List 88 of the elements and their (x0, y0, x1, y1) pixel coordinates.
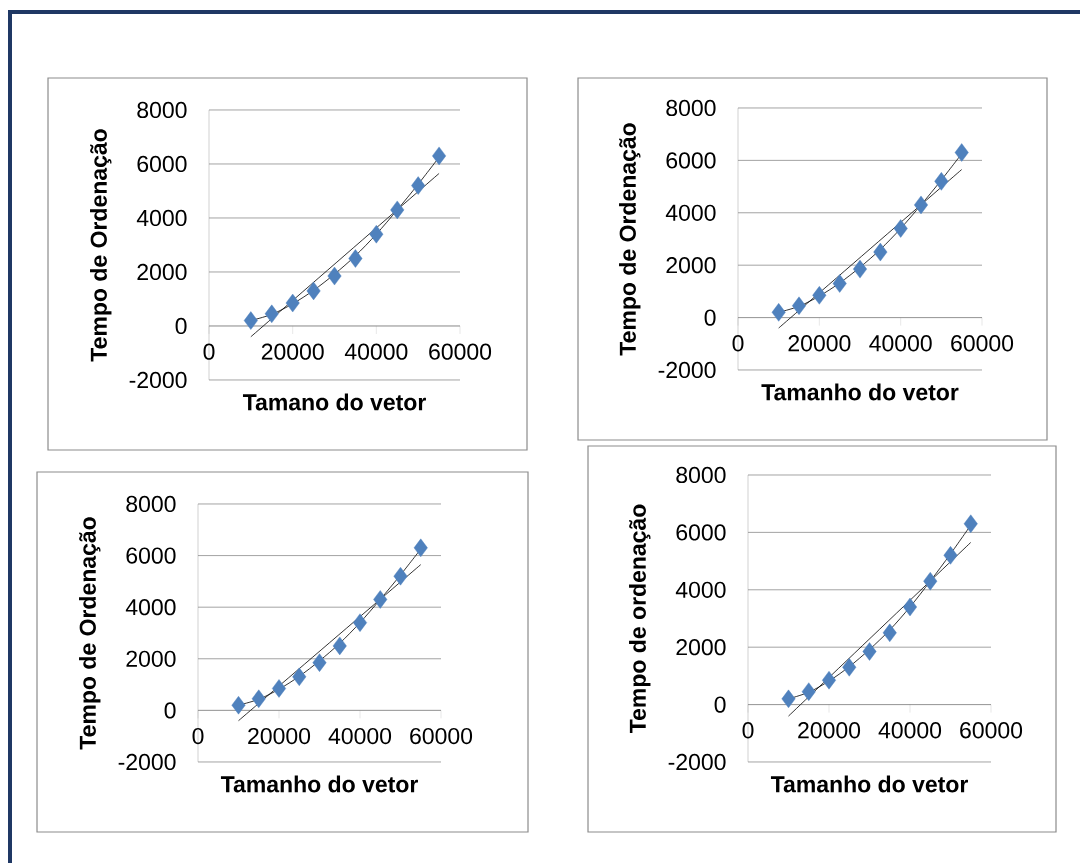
point (353, 613, 367, 632)
point (243, 311, 258, 330)
y-tick-label: 4000 (675, 581, 726, 598)
point (390, 200, 405, 220)
point (801, 682, 816, 701)
x-axis-title: Tamanho do vetor (761, 383, 959, 401)
y-tick-label: -2000 (668, 753, 726, 771)
point (923, 571, 938, 591)
point (781, 689, 796, 709)
point (893, 219, 908, 238)
point (792, 296, 806, 315)
y-axis-title: Tempo de ordenação (629, 504, 651, 734)
y-tick-label: 6000 (666, 152, 716, 169)
point (373, 590, 388, 609)
y-axis-title: Tempo de Ordenação (79, 517, 101, 750)
point (251, 689, 266, 708)
point (264, 304, 279, 324)
x-tick-label: 0 (732, 335, 744, 352)
y-tick-label: 0 (714, 696, 726, 713)
x-axis-title: Tamano do vetor (242, 393, 426, 411)
point (882, 623, 897, 643)
point (332, 636, 347, 656)
y-axis-title: Tempo de Ordenação (619, 123, 641, 356)
point (963, 514, 978, 533)
y-tick-label: 0 (164, 702, 176, 719)
y-tick-label: -2000 (129, 371, 187, 389)
point (822, 670, 836, 690)
y-tick-label: 2000 (676, 639, 726, 656)
point (285, 293, 300, 313)
y-tick-label: 0 (175, 317, 187, 335)
y-tick-label: 2000 (126, 650, 176, 667)
x-tick-label: 40000 (869, 335, 932, 352)
x-tick-label: 40000 (344, 343, 408, 360)
x-tick-label: 60000 (429, 343, 492, 360)
y-tick-label: 6000 (126, 547, 176, 564)
y-tick-label: 0 (704, 309, 716, 326)
point (771, 303, 786, 322)
y-tick-label: 8000 (666, 99, 716, 117)
x-axis-title: Tamanho do vetor (220, 775, 418, 793)
point (842, 658, 857, 677)
point (812, 286, 827, 305)
point (903, 597, 917, 617)
point (943, 546, 958, 565)
point (348, 249, 363, 268)
x-tick-label: 0 (192, 727, 204, 745)
y-tick-label: 2000 (137, 263, 187, 281)
y-tick-label: -2000 (658, 361, 716, 379)
point (306, 281, 321, 301)
point (832, 274, 847, 293)
point (862, 642, 877, 661)
point (231, 696, 246, 715)
point (411, 176, 426, 195)
y-tick-label: 6000 (137, 155, 187, 173)
x-tick-label: 0 (203, 343, 215, 360)
y-tick-label: 8000 (137, 101, 187, 119)
x-tick-label: 40000 (878, 722, 942, 739)
point (393, 567, 408, 586)
y-tick-label: 4000 (665, 204, 716, 221)
point (934, 172, 949, 191)
y-tick-label: 8000 (126, 495, 176, 513)
x-tick-label: 40000 (328, 727, 392, 745)
point (873, 242, 888, 262)
point (312, 653, 327, 672)
point (954, 143, 969, 162)
y-tick-label: 2000 (666, 257, 716, 274)
y-tick-label: 6000 (676, 524, 726, 541)
y-axis-title: Tempo de Ordenação (90, 129, 112, 362)
point (432, 146, 447, 166)
x-tick-label: 20000 (248, 727, 311, 745)
x-tick-label: 0 (742, 722, 754, 739)
x-axis-title: Tamanho do vetor (770, 775, 968, 793)
y-tick-label: 4000 (125, 599, 176, 616)
x-tick-label: 20000 (261, 343, 324, 360)
x-tick-label: 60000 (951, 335, 1014, 352)
point (853, 259, 867, 279)
point (272, 679, 286, 698)
point (292, 667, 307, 687)
x-tick-label: 60000 (410, 727, 473, 745)
y-tick-label: -2000 (118, 753, 176, 771)
point (369, 224, 384, 244)
point (327, 266, 342, 286)
x-tick-label: 60000 (960, 722, 1023, 739)
point (413, 538, 428, 558)
point (914, 195, 928, 215)
x-tick-label: 20000 (798, 722, 861, 739)
y-tick-label: 8000 (676, 466, 726, 484)
x-tick-label: 20000 (788, 335, 851, 352)
y-tick-label: 4000 (136, 209, 187, 227)
